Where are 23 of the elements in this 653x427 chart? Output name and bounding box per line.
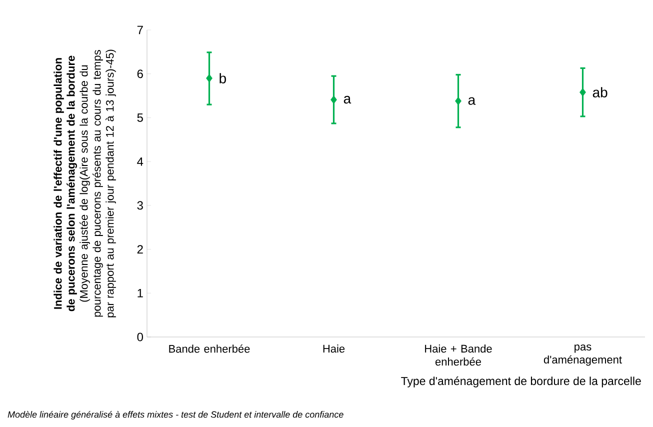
annotation: ab [592,87,608,98]
y-tick-label: 7 [137,26,143,34]
y-tick-label: 2 [137,245,143,254]
y-tick-label: 6 [137,70,143,78]
annotation: b [220,73,226,84]
annotation: a [468,97,476,105]
point [330,96,337,104]
y-axis-title: Indice de variation de l'effectif d'une population de pucerons selon l'aménagement de la bordure (Moyenne ajustée de log(Aire sous la courbe du pourcentage de pucerons présents au cours du temps par rapport au premier jour pendant 12 à 13 jours)-45) [54,50,116,318]
point [455,96,462,106]
annotation: a [344,96,352,104]
y-tick-label: 1 [138,289,143,298]
y-tick-label: 3 [137,201,143,210]
y-tick-label: 4 [137,157,144,166]
point [206,74,212,82]
point [580,88,586,96]
x-tick-label: Haie [323,344,345,353]
y-tick-label: 0 [137,332,144,342]
y-tick-label: 5 [137,114,143,122]
text: Modèle linéaire généralisé à effets mixtes - test de Student et intervalle de confiance [8,410,344,420]
x-tick-label: Bande enherbée [169,344,250,353]
x-axis-title: Type d'aménagement de bordure de la parcelle [401,376,641,388]
x-tick-label: pas d'aménagement [544,344,622,366]
x-tick-label: Haie + Bande enherbée [425,344,492,366]
